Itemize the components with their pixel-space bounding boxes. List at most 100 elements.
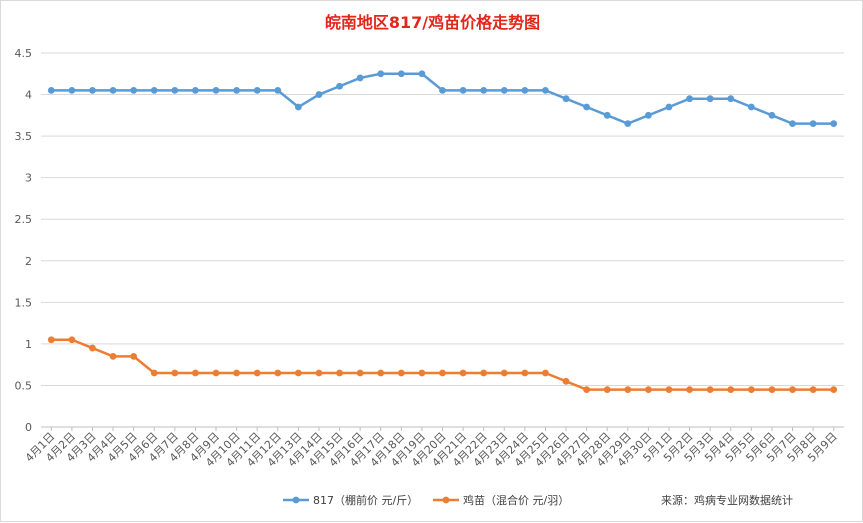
legend-label-817: 817（棚前价 元/斤）	[313, 493, 418, 507]
data-point	[768, 386, 776, 393]
data-point	[192, 369, 199, 377]
data-point	[377, 70, 385, 78]
data-point	[480, 87, 488, 94]
series-line-0	[51, 72, 834, 125]
data-point	[294, 369, 302, 377]
data-point	[686, 95, 693, 103]
data-point	[212, 87, 220, 94]
data-point	[603, 111, 611, 119]
y-tick-label: 3	[25, 172, 32, 185]
legend-label-chick: 鸡苗（混合价 元/羽）	[463, 493, 569, 507]
data-point	[253, 369, 261, 377]
data-point	[192, 87, 199, 94]
data-point	[439, 369, 446, 377]
data-point	[418, 369, 426, 377]
data-point	[439, 87, 446, 94]
data-point	[397, 70, 405, 78]
y-axis-ticks: 0 0.5 1 1.5 2 2.5 3 3.5 4 4.5	[15, 47, 33, 434]
data-point	[603, 386, 611, 393]
data-point	[171, 87, 179, 94]
data-point	[521, 87, 529, 94]
data-point	[542, 87, 549, 94]
y-tick-label: 1	[25, 338, 32, 351]
data-point	[500, 87, 508, 94]
data-point	[315, 91, 323, 98]
data-point	[789, 386, 796, 393]
data-point	[68, 336, 76, 344]
data-point	[665, 386, 673, 393]
chart-title: 皖南地区817/鸡苗价格走势图	[324, 13, 541, 32]
data-point	[130, 352, 138, 360]
data-point	[706, 95, 714, 103]
data-point	[356, 74, 364, 82]
data-point	[480, 369, 488, 377]
data-point	[233, 369, 241, 377]
data-point	[459, 369, 467, 377]
data-point	[562, 377, 570, 385]
y-tick-label: 4.5	[15, 47, 33, 60]
data-point	[830, 120, 838, 128]
y-tick-label: 1.5	[15, 296, 33, 309]
data-point	[336, 82, 343, 90]
data-point	[233, 87, 241, 94]
data-point	[89, 344, 96, 352]
legend-marker-817	[292, 496, 300, 504]
source-note: 来源：鸡病专业网数据统计	[661, 493, 793, 507]
data-point	[809, 386, 817, 393]
data-point	[583, 103, 591, 111]
data-point	[274, 369, 282, 377]
data-point	[171, 369, 179, 377]
series-line-1	[51, 338, 834, 391]
data-point	[212, 369, 220, 377]
data-point	[809, 120, 817, 128]
legend-marker-chick	[442, 496, 450, 504]
x-axis-ticks: 4月1日4月2日4月3日4月4日4月5日4月6日4月7日4月8日4月9日4月10…	[23, 427, 840, 470]
data-point	[377, 369, 385, 377]
series-layer	[47, 70, 838, 393]
data-point	[397, 369, 405, 377]
data-point	[521, 369, 529, 377]
data-point	[336, 369, 343, 377]
data-point	[315, 369, 323, 377]
data-point	[768, 111, 776, 119]
data-point	[583, 386, 591, 393]
data-point	[644, 111, 652, 119]
data-point	[68, 87, 76, 94]
data-point	[624, 120, 632, 128]
y-tick-label: 2.5	[15, 213, 33, 226]
y-tick-label: 3.5	[15, 130, 33, 143]
data-point	[747, 103, 755, 111]
data-point	[542, 369, 549, 377]
data-point	[150, 369, 158, 377]
legend: 817（棚前价 元/斤） 鸡苗（混合价 元/羽） 来源：鸡病专业网数据统计	[283, 493, 793, 507]
data-point	[253, 87, 261, 94]
data-point	[727, 386, 735, 393]
data-point	[624, 386, 632, 393]
data-point	[150, 87, 158, 94]
data-point	[47, 87, 55, 94]
data-point	[727, 95, 735, 103]
data-point	[789, 120, 796, 128]
data-point	[47, 336, 55, 344]
data-point	[706, 386, 714, 393]
data-point	[130, 87, 138, 94]
data-point	[562, 95, 570, 103]
data-point	[665, 103, 673, 111]
data-point	[686, 386, 693, 393]
data-point	[418, 70, 426, 78]
data-point	[644, 386, 652, 393]
data-point	[274, 87, 282, 94]
data-point	[356, 369, 364, 377]
y-tick-label: 0.5	[15, 379, 33, 392]
data-point	[109, 87, 117, 94]
data-point	[500, 369, 508, 377]
y-tick-label: 0	[25, 421, 32, 434]
data-point	[459, 87, 467, 94]
data-point	[109, 352, 117, 360]
y-tick-label: 4	[25, 89, 32, 102]
data-point	[294, 103, 302, 111]
data-point	[830, 386, 838, 393]
data-point	[89, 87, 96, 94]
